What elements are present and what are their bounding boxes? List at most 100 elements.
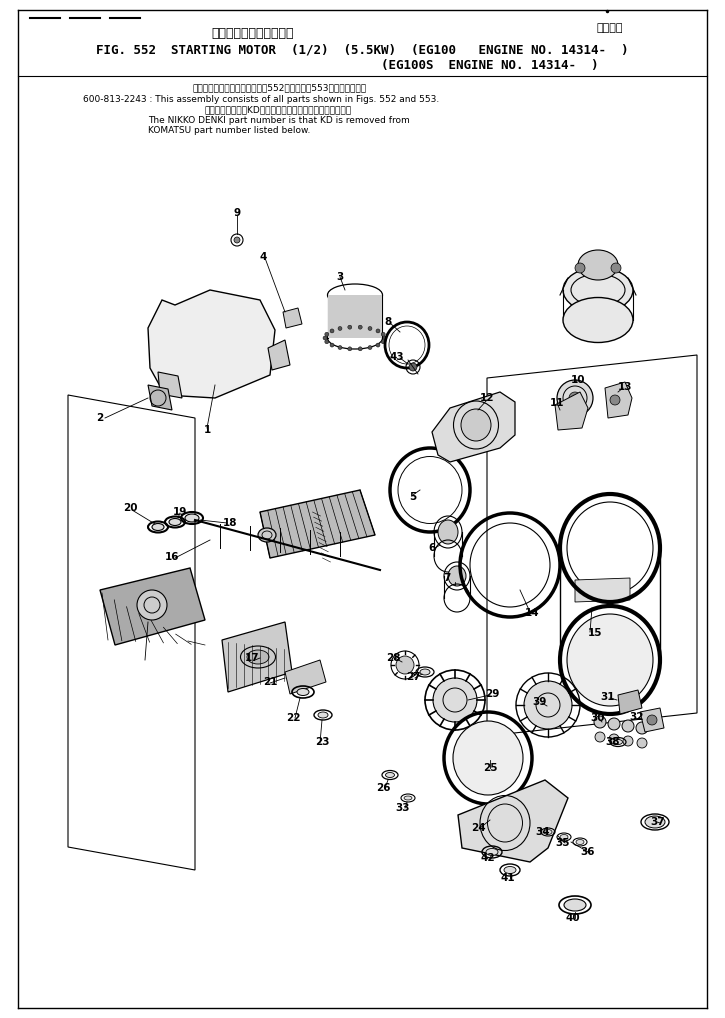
Text: 8: 8 xyxy=(384,317,392,327)
Text: 23: 23 xyxy=(315,737,329,747)
Text: 10: 10 xyxy=(571,375,585,385)
Polygon shape xyxy=(222,622,292,692)
Circle shape xyxy=(433,678,477,722)
Text: 27: 27 xyxy=(406,672,420,682)
Circle shape xyxy=(381,340,385,344)
Polygon shape xyxy=(458,780,568,862)
Text: 34: 34 xyxy=(536,827,550,837)
Polygon shape xyxy=(575,578,630,602)
Polygon shape xyxy=(283,308,302,328)
Circle shape xyxy=(636,722,648,734)
Polygon shape xyxy=(555,392,588,430)
Text: 31: 31 xyxy=(601,692,616,702)
Circle shape xyxy=(323,336,327,340)
Text: 33: 33 xyxy=(396,803,410,813)
Circle shape xyxy=(368,345,372,349)
Circle shape xyxy=(524,681,572,729)
Text: 29: 29 xyxy=(485,689,500,699)
Text: 7: 7 xyxy=(443,573,451,583)
Circle shape xyxy=(325,340,329,344)
Text: 32: 32 xyxy=(630,712,645,722)
Circle shape xyxy=(234,237,240,243)
Text: The NIKKO DENKI part number is that KD is removed from: The NIKKO DENKI part number is that KD i… xyxy=(148,115,410,124)
Text: 2: 2 xyxy=(96,413,104,423)
Text: 21: 21 xyxy=(262,677,277,687)
Circle shape xyxy=(376,329,380,333)
Circle shape xyxy=(383,336,387,340)
Circle shape xyxy=(325,332,329,336)
Text: 40: 40 xyxy=(566,913,580,923)
Text: 43: 43 xyxy=(389,352,405,362)
Text: 22: 22 xyxy=(286,713,300,723)
Ellipse shape xyxy=(563,268,633,313)
Circle shape xyxy=(358,347,362,351)
Text: 13: 13 xyxy=(618,382,632,392)
Text: 16: 16 xyxy=(165,552,179,562)
Ellipse shape xyxy=(567,614,653,706)
Ellipse shape xyxy=(206,329,238,361)
Text: 適用号機: 適用号機 xyxy=(597,23,624,33)
Circle shape xyxy=(609,734,619,744)
Circle shape xyxy=(137,590,167,620)
Circle shape xyxy=(594,716,606,728)
Circle shape xyxy=(376,343,380,347)
Ellipse shape xyxy=(645,816,665,828)
Polygon shape xyxy=(100,568,205,645)
Text: このアセンブリの構成部品は第552図および第553図を含みます。: このアセンブリの構成部品は第552図および第553図を含みます。 xyxy=(193,83,367,93)
Circle shape xyxy=(358,325,362,329)
Circle shape xyxy=(348,347,352,351)
Text: スターティング　モータ: スターティング モータ xyxy=(212,26,294,40)
Text: 38: 38 xyxy=(606,737,621,747)
Ellipse shape xyxy=(504,866,516,873)
Circle shape xyxy=(622,720,634,732)
Text: 600-813-2243 : This assembly consists of all parts shown in Figs. 552 and 553.: 600-813-2243 : This assembly consists of… xyxy=(83,95,439,104)
Polygon shape xyxy=(605,382,632,418)
Text: 12: 12 xyxy=(480,393,494,403)
Text: 30: 30 xyxy=(591,713,605,723)
Text: (EG100S  ENGINE NO. 14314-  ): (EG100S ENGINE NO. 14314- ) xyxy=(381,58,599,71)
Ellipse shape xyxy=(420,669,430,675)
Ellipse shape xyxy=(613,739,623,744)
Circle shape xyxy=(348,325,352,329)
Ellipse shape xyxy=(576,840,584,845)
Circle shape xyxy=(409,363,417,371)
Text: 25: 25 xyxy=(483,764,497,773)
Text: 15: 15 xyxy=(588,628,602,638)
Text: 37: 37 xyxy=(650,817,666,827)
Ellipse shape xyxy=(560,835,568,840)
Ellipse shape xyxy=(185,514,199,522)
Polygon shape xyxy=(285,660,326,694)
Polygon shape xyxy=(640,708,664,732)
Text: FIG. 552  STARTING MOTOR  (1/2)  (5.5KW)  (EG100   ENGINE NO. 14314-  ): FIG. 552 STARTING MOTOR (1/2) (5.5KW) (E… xyxy=(96,44,629,57)
Circle shape xyxy=(338,327,342,331)
Circle shape xyxy=(368,327,372,331)
Ellipse shape xyxy=(453,721,523,795)
Polygon shape xyxy=(158,372,182,398)
Text: 36: 36 xyxy=(581,847,595,857)
Circle shape xyxy=(338,345,342,349)
Ellipse shape xyxy=(486,848,498,855)
Ellipse shape xyxy=(578,250,618,280)
Ellipse shape xyxy=(297,688,309,695)
Text: 24: 24 xyxy=(471,823,485,833)
Circle shape xyxy=(611,263,621,273)
Polygon shape xyxy=(328,295,382,338)
Circle shape xyxy=(623,736,633,746)
Circle shape xyxy=(647,715,657,725)
Circle shape xyxy=(610,395,620,405)
Text: KOMATSU part number listed below.: KOMATSU part number listed below. xyxy=(148,125,310,134)
Ellipse shape xyxy=(386,773,394,778)
Polygon shape xyxy=(68,395,195,870)
Text: 14: 14 xyxy=(525,608,539,618)
Polygon shape xyxy=(260,490,375,558)
Circle shape xyxy=(608,718,620,730)
Ellipse shape xyxy=(247,651,269,664)
Polygon shape xyxy=(432,392,515,462)
Text: 41: 41 xyxy=(501,873,515,883)
Text: 39: 39 xyxy=(533,697,547,706)
Text: 1: 1 xyxy=(204,425,211,435)
Text: 11: 11 xyxy=(550,398,564,408)
Circle shape xyxy=(569,392,581,404)
Ellipse shape xyxy=(169,518,181,525)
Text: 20: 20 xyxy=(123,503,137,513)
